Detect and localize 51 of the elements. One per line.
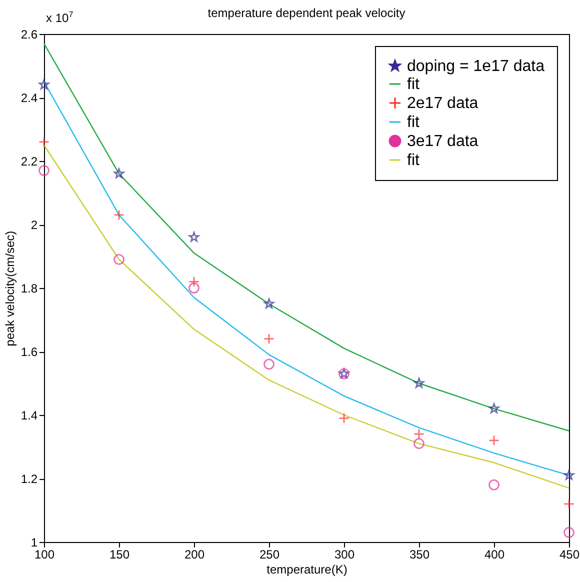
y-tick-label: 1.4: [20, 408, 38, 422]
x-tick-label: 350: [409, 548, 430, 562]
y-tick-label: 1.8: [20, 282, 38, 296]
legend-label: 2e17 data: [407, 95, 478, 112]
legend-label: fit: [407, 76, 420, 93]
x-tick-label: 250: [259, 548, 280, 562]
x-tick-label: 300: [334, 548, 355, 562]
legend-label: doping = 1e17 data: [407, 58, 545, 75]
point: [264, 358, 274, 370]
point: [414, 428, 424, 440]
x-tick-label: 100: [34, 548, 55, 562]
y-tick-label: 2: [30, 218, 38, 232]
y-axis-title: peak velocity(cm/sec): [2, 230, 17, 346]
line-series: [43, 144, 570, 489]
point: [114, 254, 124, 265]
y-tick-label: 1.2: [20, 472, 38, 486]
x-axis-title: temperature(K): [266, 562, 348, 576]
point: [338, 412, 350, 424]
chart-title: temperature dependent peak velocity: [208, 6, 406, 20]
line-series: [43, 42, 570, 432]
legend-label: fit: [407, 114, 420, 131]
point: [564, 470, 574, 480]
x-tick-label: 400: [484, 548, 505, 562]
legend-label: 3e17 data: [407, 133, 478, 150]
point: [188, 282, 200, 294]
point: [488, 434, 500, 446]
point: [414, 438, 424, 450]
point: [188, 232, 200, 242]
y-tick-label: 1: [30, 536, 38, 550]
legend-label: fit: [407, 152, 420, 169]
x-tick-label: 150: [109, 548, 130, 562]
point: [414, 378, 424, 388]
point: [114, 210, 124, 220]
point: [488, 479, 500, 490]
point: [38, 165, 50, 176]
y-tick-label: 2.4: [20, 91, 38, 105]
point: [488, 403, 500, 414]
point: [564, 498, 574, 510]
point: [564, 527, 574, 538]
point: [114, 168, 124, 178]
x-tick-label: 200: [184, 548, 205, 562]
point: [264, 333, 274, 344]
point: [188, 276, 200, 288]
y-tick-label: 1.6: [20, 345, 38, 359]
point: [38, 136, 50, 148]
text: x 10$^{7}$: [46, 10, 74, 25]
y-tick-label: 2.2: [20, 154, 38, 168]
x-tick-label: 450: [559, 548, 580, 562]
point: [38, 79, 50, 90]
y-tick-label: 2.6: [20, 28, 38, 42]
point: [264, 298, 274, 308]
